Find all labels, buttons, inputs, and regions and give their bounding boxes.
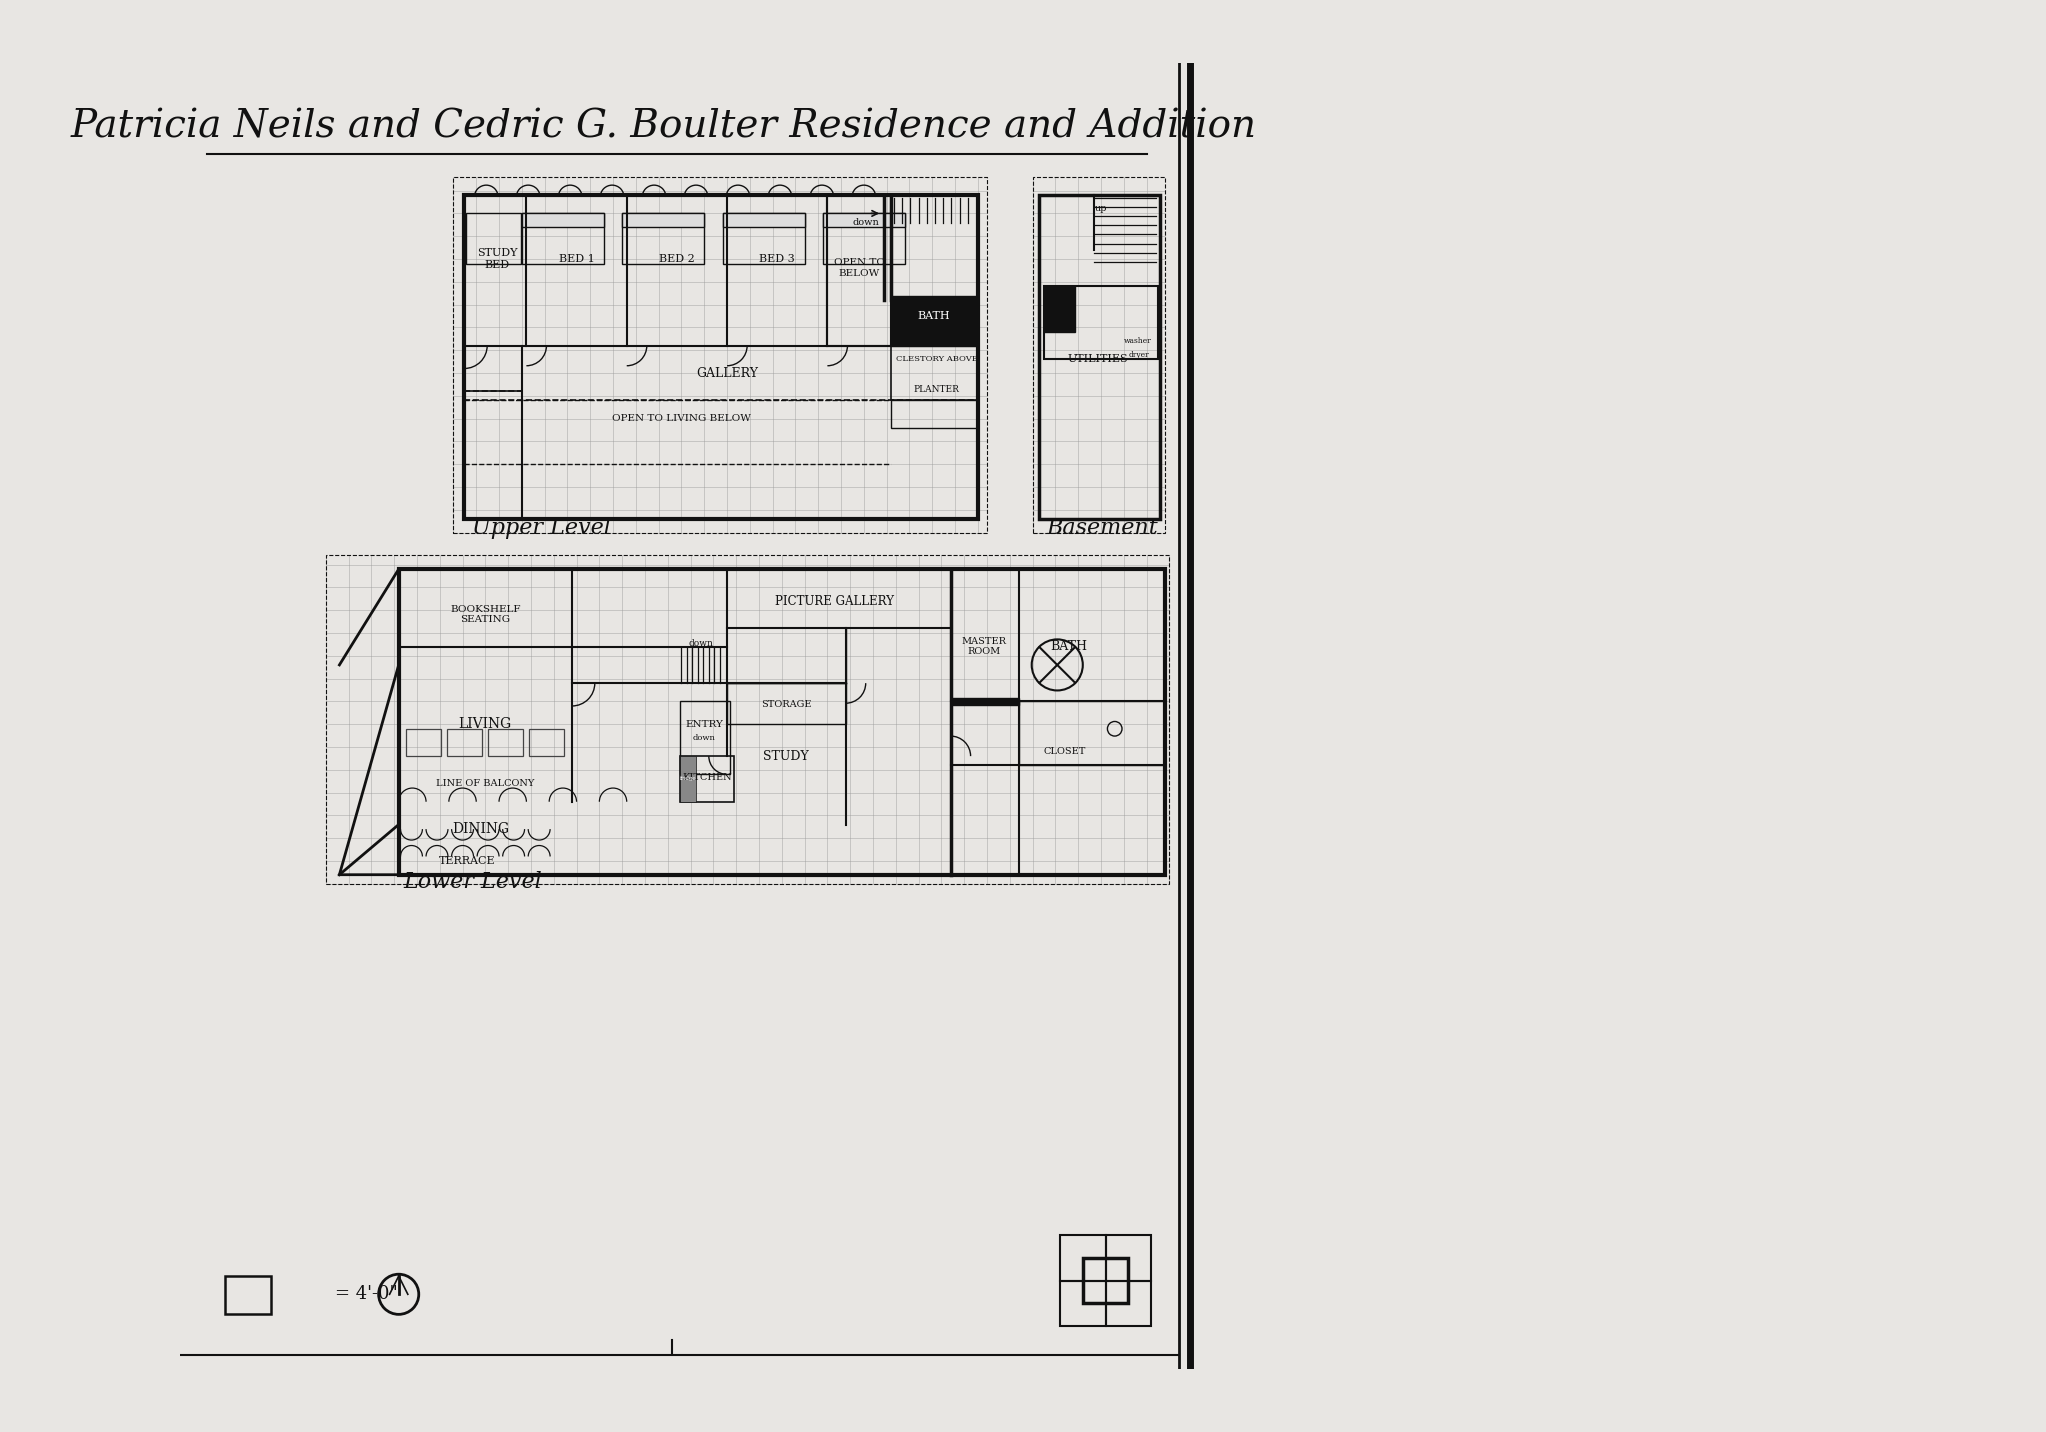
Bar <box>722 213 804 263</box>
Bar <box>1082 1257 1129 1303</box>
Bar <box>466 213 522 263</box>
Text: ENTRY: ENTRY <box>685 720 722 729</box>
Text: STUDY
BED: STUDY BED <box>477 248 518 269</box>
Text: dryer: dryer <box>1129 351 1150 359</box>
Text: fridge: fridge <box>679 776 696 782</box>
Bar <box>622 213 704 263</box>
Bar <box>679 702 730 775</box>
Text: UTILITIES: UTILITIES <box>1068 354 1129 364</box>
Text: = 4'-0": = 4'-0" <box>336 1286 397 1303</box>
Bar <box>951 697 1019 705</box>
Bar <box>522 213 604 263</box>
Text: BATH: BATH <box>919 312 951 322</box>
Text: LIVING: LIVING <box>458 717 512 732</box>
Bar <box>892 295 978 345</box>
Text: STORAGE: STORAGE <box>761 700 812 709</box>
Bar <box>1060 1280 1105 1326</box>
Text: LINE OF BALCONY: LINE OF BALCONY <box>436 779 534 788</box>
Text: Lower Level: Lower Level <box>403 871 542 894</box>
Bar <box>530 729 565 756</box>
Text: OPEN TO
BELOW: OPEN TO BELOW <box>835 258 884 278</box>
Text: CLESTORY ABOVE: CLESTORY ABOVE <box>896 355 978 364</box>
Text: BED 3: BED 3 <box>759 253 796 263</box>
Bar <box>225 1276 270 1315</box>
Bar <box>1043 286 1158 359</box>
Text: down: down <box>853 218 880 228</box>
Bar <box>679 756 696 802</box>
Bar <box>822 213 904 228</box>
Text: Basement: Basement <box>1046 517 1158 538</box>
Bar <box>1033 178 1164 533</box>
Bar <box>622 213 704 228</box>
Bar <box>446 729 481 756</box>
Text: down: down <box>694 733 716 742</box>
Text: TERRACE: TERRACE <box>438 856 495 866</box>
Bar <box>827 195 892 345</box>
Bar <box>726 683 845 725</box>
Text: BED 2: BED 2 <box>659 253 696 263</box>
Text: furnace: furnace <box>1043 305 1074 314</box>
Text: down: down <box>687 639 714 647</box>
Text: up: up <box>1095 205 1107 213</box>
Bar <box>1039 195 1160 518</box>
Bar <box>325 556 1170 884</box>
Bar <box>679 756 735 802</box>
Bar <box>405 729 440 756</box>
Text: BATH: BATH <box>1050 640 1088 653</box>
Text: Patricia Neils and Cedric G. Boulter Residence and Addition: Patricia Neils and Cedric G. Boulter Res… <box>70 109 1256 146</box>
Bar <box>1105 1280 1152 1326</box>
Text: BED 1: BED 1 <box>559 253 595 263</box>
Bar <box>1105 1234 1152 1280</box>
Bar <box>1043 286 1076 332</box>
Bar <box>892 345 978 401</box>
Text: washer: washer <box>1123 337 1152 345</box>
Bar <box>722 213 804 228</box>
Text: DINING: DINING <box>452 822 509 836</box>
Bar <box>822 213 904 263</box>
Text: MASTER
ROOM: MASTER ROOM <box>962 637 1007 656</box>
Text: BOOKSHELF
SEATING: BOOKSHELF SEATING <box>450 606 520 624</box>
Text: OPEN TO LIVING BELOW: OPEN TO LIVING BELOW <box>612 414 751 422</box>
Bar <box>892 401 978 428</box>
Bar <box>454 178 986 533</box>
Text: KITCHEN: KITCHEN <box>681 773 732 782</box>
Text: PICTURE GALLERY: PICTURE GALLERY <box>775 594 894 607</box>
Bar <box>1060 1234 1105 1280</box>
Bar <box>489 729 522 756</box>
Bar <box>1019 702 1164 765</box>
Text: PLANTER: PLANTER <box>915 385 960 394</box>
Bar <box>522 213 604 228</box>
Text: GALLERY: GALLERY <box>696 367 759 379</box>
Bar <box>399 569 1164 875</box>
Bar <box>464 195 978 518</box>
Text: Upper Level: Upper Level <box>473 517 610 538</box>
Text: CLOSET: CLOSET <box>1043 748 1086 756</box>
Text: STUDY: STUDY <box>763 749 810 763</box>
